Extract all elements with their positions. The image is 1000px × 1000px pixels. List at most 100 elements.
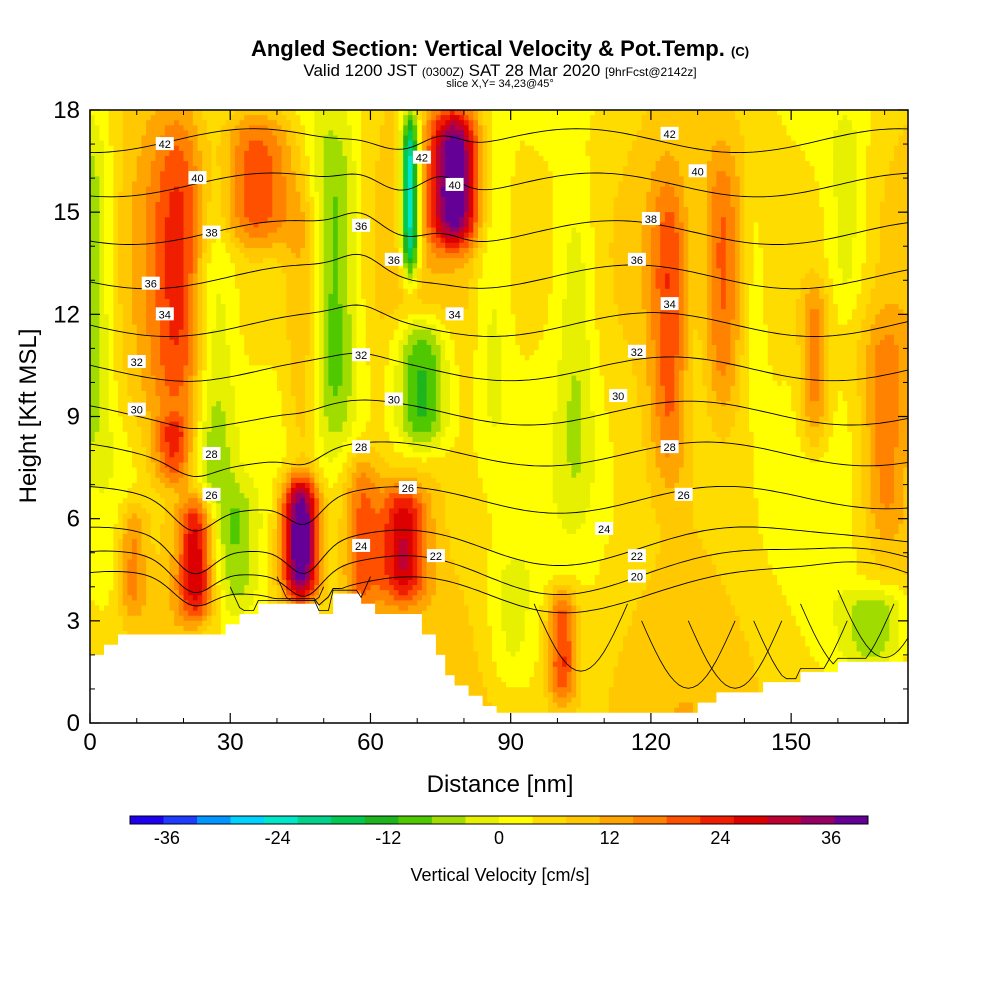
- velocity-cell: [693, 125, 698, 131]
- velocity-cell: [618, 136, 623, 142]
- velocity-cell: [338, 151, 343, 157]
- velocity-cell: [226, 156, 231, 162]
- velocity-cell: [464, 115, 469, 121]
- velocity-cell: [800, 130, 805, 136]
- velocity-cell: [786, 125, 791, 131]
- velocity-cell: [595, 110, 600, 116]
- velocity-cell: [160, 151, 165, 157]
- velocity-cell: [740, 130, 745, 136]
- velocity-cell: [347, 141, 352, 147]
- velocity-cell: [497, 125, 502, 131]
- velocity-cell: [123, 156, 128, 162]
- velocity-cell: [632, 136, 637, 142]
- velocity-cell: [113, 146, 118, 152]
- velocity-cell: [263, 136, 268, 142]
- velocity-cell: [698, 141, 703, 147]
- velocity-cell: [698, 146, 703, 152]
- velocity-cell: [899, 141, 904, 147]
- velocity-cell: [754, 156, 759, 162]
- velocity-cell: [478, 110, 483, 116]
- velocity-cell: [861, 146, 866, 152]
- velocity-cell: [422, 146, 427, 152]
- velocity-cell: [796, 115, 801, 121]
- velocity-cell: [109, 141, 114, 147]
- velocity-cell: [198, 115, 203, 121]
- velocity-cell: [679, 120, 684, 126]
- velocity-cell: [623, 161, 628, 167]
- velocity-cell: [651, 125, 656, 131]
- velocity-cell: [90, 151, 95, 157]
- velocity-cell: [356, 161, 361, 167]
- velocity-cell: [889, 136, 894, 142]
- velocity-cell: [291, 125, 296, 131]
- velocity-cell: [314, 125, 319, 131]
- velocity-cell: [810, 146, 815, 152]
- velocity-cell: [399, 130, 404, 136]
- velocity-cell: [174, 115, 179, 121]
- velocity-cell: [328, 115, 333, 121]
- velocity-cell: [609, 120, 614, 126]
- velocity-cell: [459, 141, 464, 147]
- velocity-cell: [268, 120, 273, 126]
- velocity-cell: [366, 120, 371, 126]
- velocity-cell: [632, 161, 637, 167]
- velocity-cell: [403, 125, 408, 131]
- velocity-cell: [861, 110, 866, 116]
- velocity-cell: [777, 136, 782, 142]
- velocity-cell: [109, 130, 114, 136]
- velocity-cell: [431, 130, 436, 136]
- velocity-cell: [202, 110, 207, 116]
- velocity-cell: [141, 120, 146, 126]
- velocity-cell: [871, 136, 876, 142]
- velocity-cell: [576, 141, 581, 147]
- velocity-cell: [604, 161, 609, 167]
- velocity-cell: [310, 120, 315, 126]
- velocity-cell: [240, 151, 245, 157]
- velocity-cell: [590, 146, 595, 152]
- velocity-cell: [693, 151, 698, 157]
- velocity-cell: [525, 156, 530, 162]
- velocity-cell: [796, 136, 801, 142]
- velocity-cell: [693, 120, 698, 126]
- velocity-cell: [99, 120, 104, 126]
- velocity-cell: [880, 125, 885, 131]
- velocity-cell: [782, 141, 787, 147]
- velocity-cell: [688, 136, 693, 142]
- velocity-cell: [899, 156, 904, 162]
- velocity-cell: [660, 146, 665, 152]
- velocity-cell: [370, 125, 375, 131]
- velocity-cell: [819, 110, 824, 116]
- velocity-cell: [263, 151, 268, 157]
- velocity-cell: [445, 125, 450, 131]
- velocity-cell: [141, 110, 146, 116]
- velocity-cell: [819, 156, 824, 162]
- velocity-cell: [212, 156, 217, 162]
- velocity-cell: [805, 130, 810, 136]
- velocity-cell: [441, 125, 446, 131]
- velocity-cell: [567, 110, 572, 116]
- velocity-cell: [702, 156, 707, 162]
- velocity-cell: [726, 136, 731, 142]
- velocity-cell: [571, 141, 576, 147]
- velocity-cell: [777, 110, 782, 116]
- velocity-cell: [244, 151, 249, 157]
- velocity-cell: [749, 110, 754, 116]
- velocity-cell: [857, 136, 862, 142]
- velocity-cell: [656, 151, 661, 157]
- velocity-cell: [118, 151, 123, 157]
- velocity-cell: [553, 146, 558, 152]
- velocity-cell: [656, 161, 661, 167]
- velocity-cell: [183, 151, 188, 157]
- velocity-cell: [581, 130, 586, 136]
- velocity-cell: [670, 120, 675, 126]
- velocity-cell: [258, 161, 263, 167]
- velocity-cell: [716, 146, 721, 152]
- velocity-cell: [735, 141, 740, 147]
- velocity-cell: [754, 120, 759, 126]
- velocity-cell: [352, 141, 357, 147]
- velocity-cell: [296, 146, 301, 152]
- velocity-cell: [95, 120, 100, 126]
- velocity-cell: [254, 161, 259, 167]
- velocity-cell: [417, 125, 422, 131]
- velocity-cell: [548, 156, 553, 162]
